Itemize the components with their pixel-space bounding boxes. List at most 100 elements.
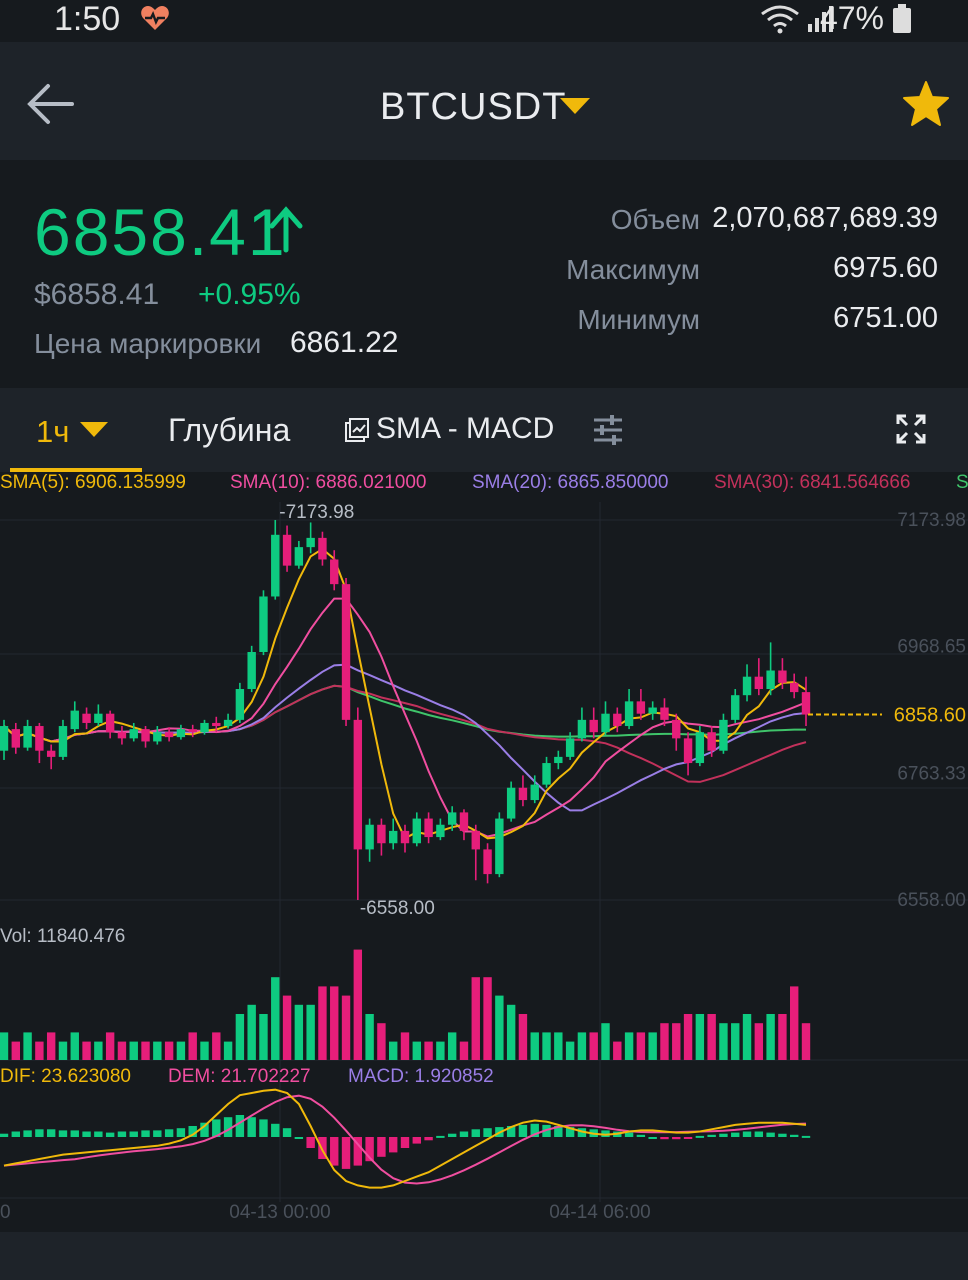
wifi-icon	[760, 4, 840, 39]
tab-interval[interactable]: 1ч	[36, 414, 70, 449]
candle-body	[247, 652, 256, 690]
candle-body	[176, 729, 186, 738]
volume-bar	[459, 1041, 469, 1060]
volume-bar	[306, 1004, 315, 1060]
macd-bar	[695, 1135, 705, 1138]
candle-body	[695, 732, 705, 764]
volume-bar	[353, 949, 363, 1060]
sma-legend: SMA(5): 6906.135999 SMA(10): 6886.021000…	[0, 472, 968, 502]
volume-bar	[754, 1023, 764, 1060]
candle-body	[318, 537, 327, 560]
candle-body	[105, 713, 115, 733]
volume-bar	[471, 977, 480, 1060]
footer-bar	[0, 1232, 968, 1280]
candle-body	[153, 732, 162, 742]
candle-body	[188, 729, 197, 733]
candle-body	[613, 713, 622, 727]
macd-bar	[506, 1126, 516, 1137]
candle-body	[58, 726, 68, 757]
candle-body	[212, 722, 221, 727]
volume-bar	[11, 1041, 20, 1060]
chevron-down-icon[interactable]	[560, 98, 590, 121]
macd-bar	[94, 1131, 103, 1137]
candle-body	[35, 726, 44, 751]
volume-bar	[212, 1032, 221, 1060]
sma5-label: SMA(5): 6906.135999	[0, 472, 186, 493]
candle-body	[766, 670, 775, 690]
candle-body	[506, 787, 516, 819]
axis-label: 7173.98	[897, 510, 966, 531]
pair-title[interactable]: BTCUSDT	[380, 86, 567, 128]
fullscreen-icon[interactable]	[896, 414, 926, 449]
candle-body	[341, 584, 351, 720]
macd-bar	[790, 1134, 799, 1137]
low-marker: -6558.00	[360, 898, 435, 919]
usd-price: $6858.41	[34, 278, 160, 311]
candle-body	[424, 818, 433, 838]
candle-body	[436, 824, 445, 838]
macd-bar	[530, 1123, 539, 1137]
axis-label: 6763.33	[897, 763, 966, 784]
macd-bar	[447, 1133, 457, 1137]
x-tick-label: 04-13 00:00	[229, 1202, 330, 1223]
sma5-line	[3, 547, 807, 840]
volume-bar	[424, 1041, 433, 1060]
candle-body	[141, 729, 150, 742]
settings-sliders-icon[interactable]	[592, 414, 624, 451]
volume-bar	[565, 1041, 575, 1060]
last-price: 6858.41	[34, 195, 287, 269]
volume-bar	[400, 1032, 410, 1060]
status-time: 1:50	[54, 0, 121, 38]
macd-bar	[105, 1132, 115, 1137]
volume-bar	[506, 1004, 516, 1060]
macd-bar	[412, 1137, 421, 1144]
volume-bar	[389, 1041, 398, 1060]
candle-body	[294, 547, 304, 566]
volume-bar	[790, 986, 799, 1060]
macd-bar	[70, 1130, 79, 1137]
macd-bar	[801, 1135, 811, 1138]
volume-bar	[259, 1014, 268, 1060]
back-arrow-icon[interactable]	[26, 82, 76, 131]
candle-body	[459, 812, 469, 831]
volume-bar	[436, 1041, 445, 1060]
volume-bar	[601, 1023, 610, 1060]
candle-body	[11, 729, 20, 748]
macd-bar	[153, 1130, 162, 1137]
candlestick-chart[interactable]: 7173.98 6968.65 6763.33 6558.00 -7173.98 -655…	[0, 502, 968, 1232]
star-icon[interactable]	[902, 80, 950, 133]
macd-bar	[624, 1132, 634, 1137]
candle-body	[742, 676, 752, 696]
volume-bar	[778, 1014, 787, 1060]
low-label: Минимум	[577, 304, 700, 335]
macd-bar	[223, 1117, 233, 1137]
macd-bar	[636, 1134, 646, 1137]
low-value: 6751.00	[833, 302, 938, 334]
candle-body	[0, 726, 9, 751]
macd-bar	[0, 1133, 9, 1137]
macd-bar	[82, 1131, 91, 1137]
indicator-icon[interactable]	[344, 418, 370, 449]
chevron-down-icon[interactable]	[80, 422, 108, 443]
candle-body	[23, 726, 32, 748]
volume-bar	[530, 1032, 539, 1060]
volume-bar	[0, 1032, 9, 1060]
candle-body	[94, 713, 103, 723]
tab-active-underline	[10, 468, 142, 472]
tab-indicators[interactable]: SMA - MACD	[376, 412, 555, 445]
candle-body	[778, 670, 787, 683]
candle-body	[530, 784, 539, 801]
macd-bar	[424, 1137, 433, 1141]
volume-bar	[731, 1023, 740, 1060]
volume-bar	[94, 1041, 103, 1060]
volume-bar	[247, 1004, 256, 1060]
volume-bar	[624, 1032, 634, 1060]
macd-bar	[731, 1132, 740, 1137]
tab-depth[interactable]: Глубина	[168, 412, 291, 448]
macd-dif-label: DIF: 23.623080	[0, 1066, 131, 1087]
volume-bar	[518, 1014, 528, 1060]
candle-body	[271, 534, 280, 597]
change-percent: +0.95%	[198, 278, 301, 311]
volume-bar	[483, 977, 492, 1060]
candle-body	[259, 596, 268, 653]
